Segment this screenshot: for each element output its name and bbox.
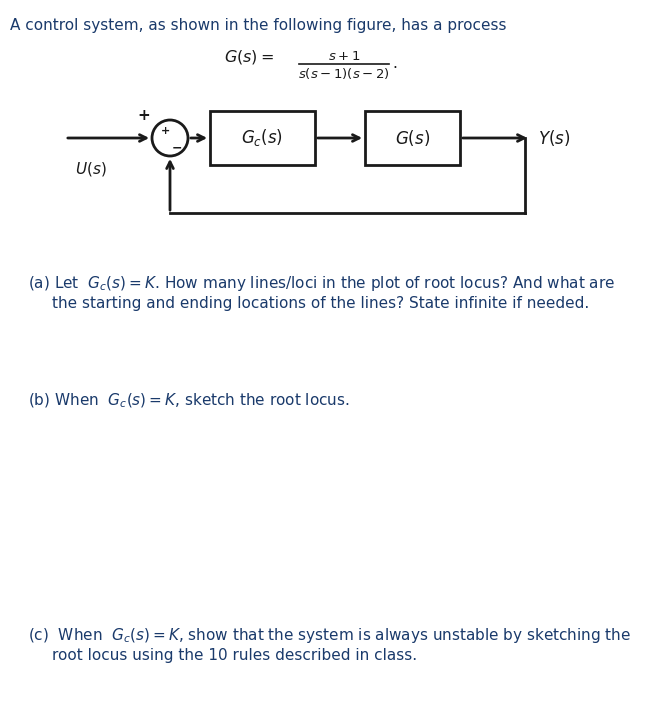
Text: (a) Let  $G_c(s) = K$. How many lines/loci in the plot of root locus? And what a: (a) Let $G_c(s) = K$. How many lines/loc… <box>28 274 615 293</box>
Text: (c)  When  $G_c(s) = K$, show that the system is always unstable by sketching th: (c) When $G_c(s) = K$, show that the sys… <box>28 626 631 645</box>
Text: $G(s)$: $G(s)$ <box>395 128 430 148</box>
Text: +: + <box>160 126 170 136</box>
Text: −: − <box>172 141 182 154</box>
Text: $s(s-1)(s-2)$: $s(s-1)(s-2)$ <box>298 66 390 81</box>
Text: $\mathit{U(s)}$: $\mathit{U(s)}$ <box>75 160 107 178</box>
Text: $\mathit{Y(s)}$: $\mathit{Y(s)}$ <box>538 128 570 148</box>
Text: root locus using the 10 rules described in class.: root locus using the 10 rules described … <box>52 648 417 663</box>
FancyBboxPatch shape <box>210 111 315 165</box>
Text: $\mathit{G(s)}=$: $\mathit{G(s)}=$ <box>224 48 274 66</box>
Text: +: + <box>138 108 150 123</box>
Text: $G_c(s)$: $G_c(s)$ <box>242 128 283 149</box>
Text: $s+1$: $s+1$ <box>328 50 360 63</box>
Text: the starting and ending locations of the lines? State infinite if needed.: the starting and ending locations of the… <box>52 297 589 312</box>
Text: A control system, as shown in the following figure, has a process: A control system, as shown in the follow… <box>10 18 506 33</box>
FancyBboxPatch shape <box>365 111 460 165</box>
Text: (b) When  $G_c(s) = K$, sketch the root locus.: (b) When $G_c(s) = K$, sketch the root l… <box>28 391 350 410</box>
Text: .: . <box>392 57 397 72</box>
